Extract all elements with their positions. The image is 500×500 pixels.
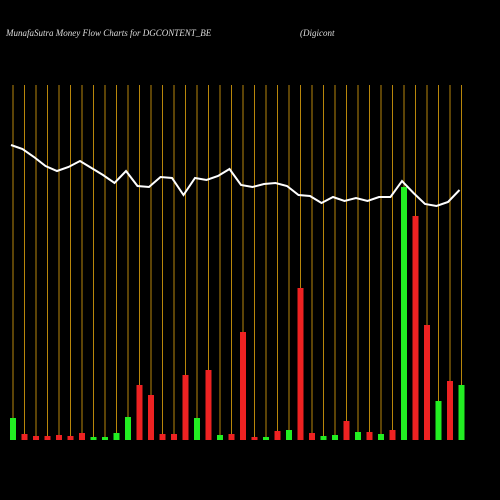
bar [21, 434, 28, 440]
bar [401, 187, 407, 440]
bar [79, 433, 85, 440]
bar [148, 395, 154, 440]
bar [102, 437, 108, 440]
bar [240, 332, 246, 440]
bar [33, 436, 39, 440]
bar [424, 325, 430, 440]
bar [412, 216, 419, 440]
bar [251, 437, 258, 440]
bar [320, 436, 327, 440]
bar [159, 434, 166, 440]
bar [355, 432, 361, 440]
bar [297, 288, 304, 440]
bar [67, 436, 74, 440]
bar [435, 401, 442, 440]
bar [90, 437, 97, 440]
bar [205, 370, 212, 440]
bar [389, 430, 396, 440]
bar [366, 432, 373, 440]
bar [113, 433, 120, 440]
bar [56, 435, 62, 440]
bar [217, 435, 223, 440]
bar [378, 434, 384, 440]
bar [286, 430, 292, 440]
bar [228, 434, 235, 440]
bar [274, 431, 281, 440]
bar [171, 434, 177, 440]
bar [309, 433, 315, 440]
bar [194, 418, 200, 440]
bar [44, 436, 51, 440]
chart-subtitle: (Digicont [300, 28, 335, 38]
bar [447, 381, 453, 440]
bar [332, 435, 338, 440]
bar [263, 437, 269, 440]
chart-title: MunafaSutra Money Flow Charts for DGCONT… [5, 28, 212, 38]
bar [10, 418, 16, 440]
bar [136, 385, 143, 440]
line [10, 144, 461, 208]
bar [182, 375, 189, 440]
bar [125, 417, 131, 440]
bar [458, 385, 465, 440]
bar [343, 421, 350, 440]
